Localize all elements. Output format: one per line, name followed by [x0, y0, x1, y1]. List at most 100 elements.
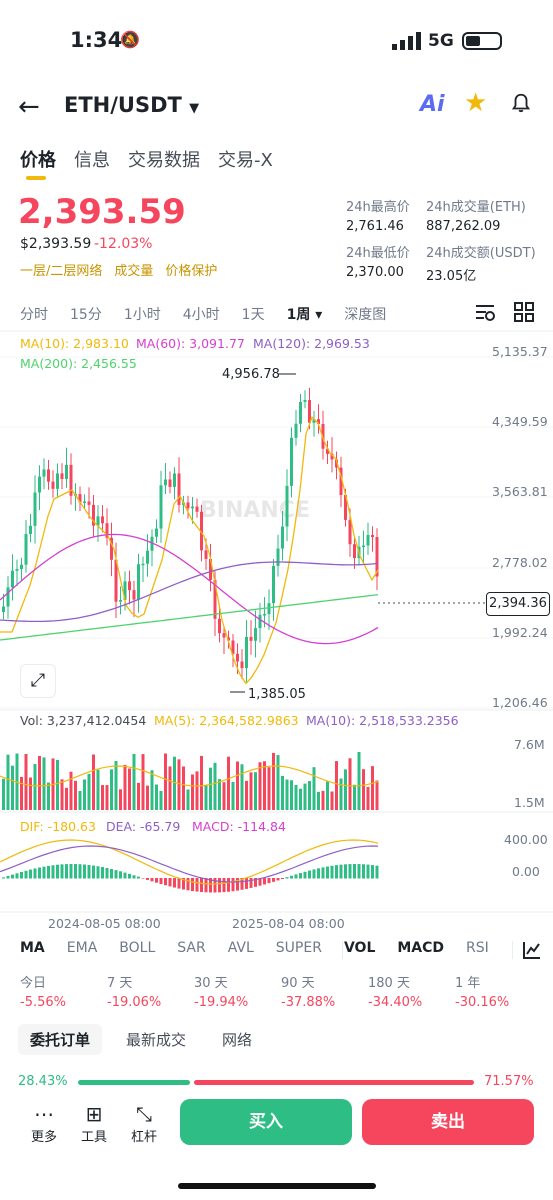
candle	[186, 502, 190, 509]
tf-line[interactable]: 分时	[20, 307, 48, 323]
volume-bar	[123, 764, 127, 810]
ind-avl[interactable]: AVL	[227, 940, 254, 956]
chart-settings-icon[interactable]	[474, 302, 496, 322]
tag-volume[interactable]: 成交量	[114, 264, 154, 279]
macd-bar	[177, 878, 181, 889]
tf-15m[interactable]: 15分	[70, 307, 102, 323]
tf-depth[interactable]: 深度图	[344, 307, 387, 323]
stat-volume-eth: 24h成交量(ETH) 887,262.09	[426, 200, 526, 234]
back-arrow-icon[interactable]: ←	[18, 92, 40, 122]
macd-bar	[182, 878, 185, 890]
macd-bar	[128, 873, 131, 879]
dif-legend: DIF: -180.63	[20, 819, 96, 834]
ai-button[interactable]: Ai	[420, 92, 445, 117]
grid-layout-icon[interactable]	[514, 302, 534, 322]
candle	[348, 519, 352, 545]
ma200-line	[0, 593, 379, 641]
macd-legend: MACD: -114.84	[192, 819, 286, 834]
tab-trade-x[interactable]: 交易-X	[218, 150, 273, 171]
candle	[87, 501, 91, 505]
candle	[339, 467, 343, 496]
price-usd: $2,393.59	[20, 236, 92, 252]
favorite-star-icon[interactable]: ★	[464, 88, 488, 118]
candle	[285, 485, 289, 527]
volume-bar	[258, 762, 262, 810]
candle	[276, 548, 280, 566]
ind-macd[interactable]: MACD	[397, 940, 445, 956]
sell-button[interactable]: 卖出	[362, 1099, 534, 1145]
tf-4h[interactable]: 4小时	[182, 307, 220, 323]
candle	[137, 564, 140, 600]
macd-bar	[101, 867, 104, 879]
candle	[2, 606, 5, 612]
performance-row: 今日 -5.56% 7 天 -19.06% 30 天 -19.94% 90 天 -37.…	[20, 972, 542, 1010]
ind-super[interactable]: SUPER	[275, 940, 322, 956]
volume-bar	[218, 779, 221, 810]
tab-order-book[interactable]: 委托订单	[18, 1024, 103, 1055]
current-price-tag: 2,394.36	[486, 592, 550, 616]
indicator-settings-icon[interactable]	[522, 940, 542, 960]
buy-button[interactable]: 买入	[180, 1099, 352, 1145]
candle	[362, 545, 365, 547]
macd-bar	[159, 878, 163, 884]
macd-bar	[240, 878, 244, 890]
tf-1h[interactable]: 1小时	[123, 307, 161, 323]
tf-1w[interactable]: 1周 ▾	[286, 307, 323, 323]
macd-bar	[231, 878, 235, 892]
candle	[353, 544, 356, 559]
candle	[65, 464, 68, 479]
ind-sar[interactable]: SAR	[177, 940, 206, 956]
dea-legend: DEA: -65.79	[106, 819, 181, 834]
tag-layer-network[interactable]: 一层/二层网络	[20, 264, 103, 279]
ma60-legend: MA(60): 3,091.77	[136, 336, 245, 351]
candle	[33, 492, 37, 526]
perf-7d: 7 天 -19.06%	[107, 976, 162, 1010]
tab-latest-trades[interactable]: 最新成交	[126, 1031, 187, 1049]
ind-vol[interactable]: VOL	[343, 940, 376, 956]
tab-trading-data[interactable]: 交易数据	[128, 150, 200, 171]
macd-bar	[213, 878, 217, 893]
macd-bar	[303, 871, 307, 879]
ind-boll[interactable]: BOLL	[119, 940, 156, 956]
tab-info[interactable]: 信息	[74, 150, 110, 171]
candle	[123, 581, 127, 601]
tab-network[interactable]: 网络	[222, 1031, 253, 1049]
volume-bar	[245, 780, 248, 810]
candle	[177, 473, 181, 505]
pair-selector[interactable]: ETH/USDT ▼	[64, 93, 199, 117]
active-tab-indicator	[26, 176, 46, 180]
bell-icon[interactable]	[510, 92, 532, 114]
low-marker: 1,385.05	[248, 687, 306, 702]
macd-bar	[222, 878, 226, 893]
tools-button[interactable]: ⊞ 工具	[74, 1102, 114, 1145]
vol-legend: Vol: 3,237,412.0454	[20, 713, 147, 728]
macd-bar	[272, 878, 275, 882]
sell-ratio: 71.57%	[484, 1074, 534, 1089]
ind-rsi[interactable]: RSI	[466, 940, 489, 956]
candle	[290, 437, 293, 486]
volume-bar	[146, 785, 149, 810]
tab-price[interactable]: 价格	[20, 150, 56, 171]
expand-icon[interactable]: ⤢	[20, 664, 56, 698]
volume-bar	[47, 782, 50, 810]
ind-ema[interactable]: EMA	[66, 940, 98, 956]
tf-1d[interactable]: 1天	[241, 307, 265, 323]
volume-bar	[285, 779, 289, 810]
candlestick-chart[interactable]: BINANCE	[0, 330, 553, 930]
candle	[11, 570, 14, 588]
macd-bar	[344, 864, 347, 879]
candle	[51, 481, 55, 489]
volume-bar	[276, 755, 280, 810]
macd-bar	[267, 878, 271, 884]
macd-bar	[20, 871, 23, 879]
tag-price-protection[interactable]: 价格保护	[165, 264, 218, 279]
candle	[317, 419, 320, 424]
more-button[interactable]: ⋯ 更多	[24, 1102, 64, 1145]
leverage-button[interactable]: ⤡ 杠杆	[124, 1102, 164, 1145]
macd-bar	[146, 878, 149, 880]
volume-bar	[371, 766, 374, 810]
candle	[159, 485, 163, 529]
ind-ma[interactable]: MA	[20, 940, 45, 956]
candle	[272, 565, 275, 604]
macd-bar	[24, 870, 28, 879]
